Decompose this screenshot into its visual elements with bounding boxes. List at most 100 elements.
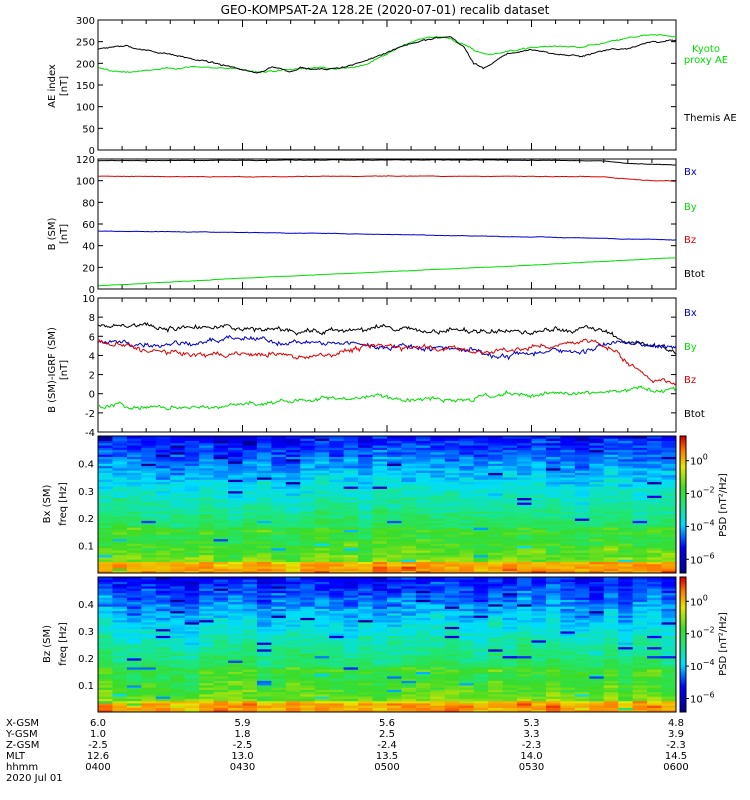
y-tick-label-bsm: 80 — [82, 198, 95, 209]
spec-cell — [300, 606, 316, 609]
spec-cell — [545, 557, 561, 560]
spec-cell — [430, 456, 446, 460]
spec-cell — [603, 458, 619, 462]
spec-cell — [98, 445, 113, 448]
spec-cell — [170, 445, 186, 448]
spec-cell — [632, 545, 648, 549]
spec-cell — [415, 545, 431, 549]
spec-cell — [213, 628, 229, 632]
spec-cell — [387, 613, 402, 616]
spec-cell — [170, 667, 186, 670]
spec-cell — [372, 547, 388, 551]
spec-cell — [358, 470, 373, 473]
spec-cell — [213, 658, 229, 661]
spec-cell — [603, 511, 619, 515]
spec-cell — [170, 689, 186, 693]
spec-cell — [545, 669, 561, 672]
spec-cell — [170, 536, 186, 540]
spec-cell — [560, 705, 576, 708]
spec-cell — [256, 511, 272, 515]
spec-cell — [589, 483, 605, 487]
spec-cell — [155, 557, 171, 560]
spec-cell — [387, 586, 402, 589]
spec-cell — [358, 440, 373, 444]
spec-cell — [228, 465, 243, 469]
spec-cell — [459, 477, 475, 480]
spec-cell — [271, 497, 287, 501]
spec-cell — [242, 685, 258, 688]
spec-cell — [502, 617, 518, 621]
spec-cell — [228, 579, 243, 582]
spec-cell — [632, 550, 648, 553]
spec-cell — [560, 509, 576, 512]
spec-cell — [300, 477, 316, 480]
spec-cell — [545, 581, 561, 585]
spec-cell — [459, 586, 475, 589]
spec-cell — [271, 680, 287, 684]
spec-cell — [618, 479, 634, 483]
spec-cell — [401, 545, 417, 549]
spec-cell — [358, 445, 373, 448]
spec-cell — [141, 488, 157, 492]
spec-cell — [112, 479, 128, 483]
spec-cell — [545, 465, 561, 469]
spec-cell — [285, 667, 301, 670]
spec-cell — [574, 590, 590, 594]
spec-cell — [444, 673, 460, 677]
spec-cell — [300, 481, 316, 485]
spec-cell — [430, 595, 446, 598]
spec-cell — [459, 700, 475, 704]
spec-cell — [343, 633, 359, 636]
spec-cell — [242, 497, 258, 501]
spec-cell — [444, 709, 460, 713]
spec-cell — [632, 447, 648, 451]
y-tick-label-spec_bx: 0.1 — [78, 542, 94, 553]
spec-cell — [387, 577, 402, 580]
spec-cell — [126, 538, 142, 542]
spec-cell — [155, 547, 171, 551]
spec-cell — [271, 559, 287, 562]
spec-cell — [170, 707, 186, 711]
spec-cell — [488, 527, 503, 531]
spec-cell — [589, 495, 605, 499]
spec-cell — [184, 442, 200, 446]
spec-cell — [661, 541, 677, 544]
spec-cell — [430, 481, 446, 485]
spec-cell — [184, 595, 200, 598]
spec-cell — [647, 451, 662, 455]
spec-cell — [560, 442, 576, 446]
panel-db-frame — [97, 297, 677, 433]
spec-cell — [98, 504, 113, 508]
spec-cell — [560, 458, 576, 462]
spec-cell — [517, 470, 532, 473]
spec-cell — [430, 626, 446, 630]
spec-cell — [141, 472, 157, 476]
spec-cell — [199, 588, 214, 591]
spec-cell — [473, 707, 489, 711]
spec-cell — [256, 545, 272, 549]
spec-cell — [98, 451, 113, 455]
spec-cell — [343, 703, 359, 706]
spec-cell — [473, 536, 489, 540]
spec-cell — [271, 689, 287, 693]
spec-cell — [444, 691, 460, 695]
spec-cell — [632, 529, 648, 533]
spec-cell — [228, 709, 243, 713]
spec-cell — [401, 529, 417, 533]
spec-cell — [545, 599, 561, 603]
spec-cell — [98, 664, 113, 668]
spec-cell — [98, 499, 113, 503]
spec-cell — [314, 557, 330, 560]
spec-cell — [199, 436, 214, 439]
spec-cell — [560, 680, 576, 684]
spec-cell — [647, 477, 662, 480]
spec-cell — [618, 502, 634, 505]
spec-cell — [343, 673, 359, 677]
spec-cell — [444, 509, 460, 512]
spec-cell — [256, 513, 272, 517]
spec-cell — [661, 550, 677, 553]
spec-cell — [98, 563, 113, 567]
spec-cell — [199, 550, 214, 553]
spec-cell — [473, 669, 489, 672]
spec-cell — [372, 626, 388, 630]
